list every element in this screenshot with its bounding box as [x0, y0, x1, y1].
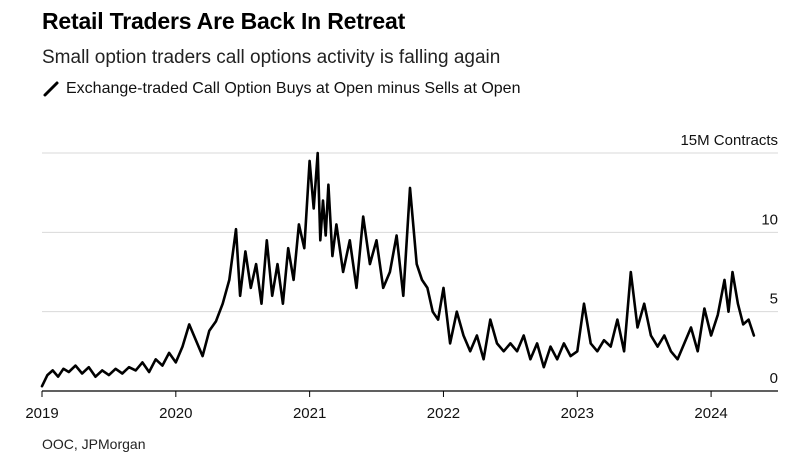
x-tick-label: 2023	[561, 405, 594, 422]
source-note: OOC, JPMorgan	[42, 436, 146, 452]
y-tick-label: 0	[770, 370, 778, 387]
x-tick-label: 2024	[694, 405, 727, 422]
x-tick-label: 2019	[25, 405, 58, 422]
chart-legend: Exchange-traded Call Option Buys at Open…	[42, 80, 520, 98]
x-tick-label: 2020	[159, 405, 192, 422]
diagonal-line-icon	[43, 81, 59, 97]
x-tick-label: 2022	[427, 405, 460, 422]
y-tick-label: 15M Contracts	[680, 132, 778, 149]
y-tick-label: 5	[770, 291, 778, 308]
legend-series-label: Exchange-traded Call Option Buys at Open…	[66, 80, 521, 97]
series-line	[40, 151, 756, 388]
y-tick-label: 10	[761, 211, 778, 228]
chart-title: Retail Traders Are Back In Retreat	[42, 8, 406, 34]
x-tick-label: 2021	[293, 405, 326, 422]
chart-subtitle: Small option traders call options activi…	[42, 47, 501, 68]
